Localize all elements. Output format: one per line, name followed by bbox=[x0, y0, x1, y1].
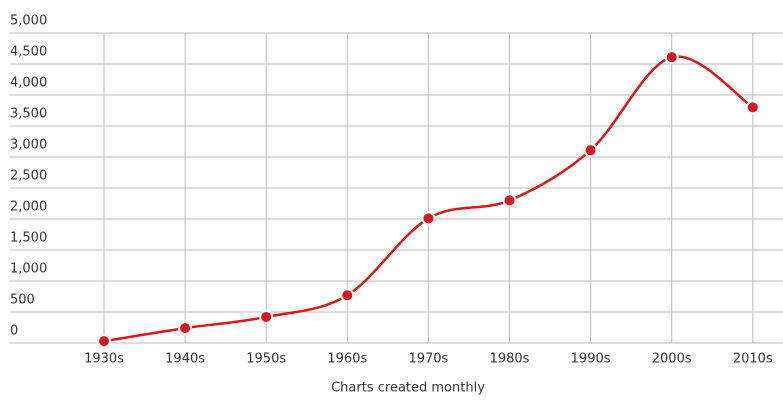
y-tick-label: 3,000 bbox=[10, 138, 47, 153]
y-tick-label: 2,000 bbox=[10, 200, 47, 215]
x-axis-label: Charts created monthly bbox=[331, 381, 485, 396]
x-tick-label: 2010s bbox=[733, 352, 773, 367]
x-tick-label: 1930s bbox=[84, 352, 124, 367]
point bbox=[340, 288, 355, 303]
point bbox=[178, 321, 193, 336]
point bbox=[745, 100, 760, 115]
point bbox=[97, 334, 111, 349]
point bbox=[583, 143, 598, 158]
point bbox=[664, 50, 679, 65]
x-tick-label: 1940s bbox=[165, 352, 205, 367]
x-tick-label: 1990s bbox=[571, 352, 611, 367]
point bbox=[259, 309, 274, 324]
x-tick-label: 1980s bbox=[490, 352, 530, 367]
y-tick-label: 3,500 bbox=[10, 107, 47, 122]
point bbox=[502, 193, 517, 208]
y-tick-label: 500 bbox=[10, 293, 35, 308]
point bbox=[421, 211, 436, 226]
y-tick-label: 1,500 bbox=[10, 231, 47, 246]
x-tick-label: 1950s bbox=[246, 352, 286, 367]
y-tick-label: 0 bbox=[10, 324, 18, 339]
y-tick-label: 4,000 bbox=[10, 76, 47, 91]
x-tick-label: 1970s bbox=[408, 352, 448, 367]
y-tick-label: 4,500 bbox=[10, 45, 47, 60]
y-tick-label: 5,000 bbox=[10, 14, 47, 29]
x-tick-label: 1960s bbox=[327, 352, 367, 367]
y-tick-label: 2,500 bbox=[10, 169, 47, 184]
y-tick-label: 1,000 bbox=[10, 262, 47, 277]
x-tick-label: 2000s bbox=[652, 352, 692, 367]
